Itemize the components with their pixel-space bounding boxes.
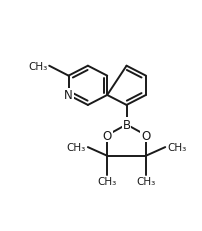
Text: O: O	[103, 129, 112, 142]
Text: CH₃: CH₃	[167, 143, 186, 152]
Text: CH₃: CH₃	[98, 176, 117, 186]
Text: B: B	[122, 119, 131, 131]
Text: CH₃: CH₃	[136, 176, 156, 186]
Text: O: O	[141, 129, 150, 142]
Text: N: N	[64, 89, 73, 102]
Text: CH₃: CH₃	[28, 61, 47, 71]
Text: CH₃: CH₃	[67, 143, 86, 152]
